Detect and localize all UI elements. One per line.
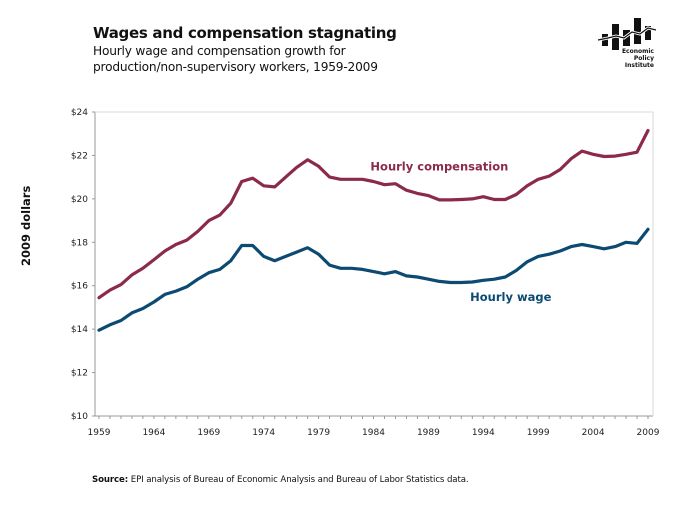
compensation-line xyxy=(97,128,650,300)
x-tick-label: 1979 xyxy=(307,428,330,438)
source-label: Source: xyxy=(92,475,129,485)
y-tick-label: $22 xyxy=(71,151,88,161)
ticks: $10 $12 $14 $16 $18 $20 $22 $24 1959 1964 1969 1974… xyxy=(71,108,660,438)
y-tick-label: $12 xyxy=(71,369,88,379)
epi-logo-icon xyxy=(598,18,657,50)
x-tick-label: 1974 xyxy=(252,428,275,438)
y-tick-label: $18 xyxy=(71,238,88,248)
logo-line: Policy xyxy=(633,55,654,62)
x-tick-label: 1999 xyxy=(527,428,550,438)
x-tick-label: 1984 xyxy=(362,428,385,438)
y-tick-label: $24 xyxy=(71,108,88,118)
logo-text: Economic Policy Institute xyxy=(616,48,654,69)
source-text: EPI analysis of Bureau of Economic Analy… xyxy=(128,475,469,485)
x-tick-label: 1994 xyxy=(472,428,495,438)
y-tick-label: $20 xyxy=(71,195,88,205)
wage-label: Hourly wage xyxy=(470,290,551,304)
annotations: Hourly compensation Hourly wage xyxy=(370,160,551,304)
x-tick-label: 1964 xyxy=(142,428,165,438)
source-note: Source: EPI analysis of Bureau of Econom… xyxy=(92,475,469,485)
y-tick-label: $16 xyxy=(71,282,88,292)
x-tick-label: 1989 xyxy=(417,428,440,438)
logo-line: Economic xyxy=(621,48,654,55)
chart-title: Wages and compensation stagnating xyxy=(93,24,397,42)
y-tick-label: $10 xyxy=(71,412,88,422)
x-tick-label: 2009 xyxy=(637,428,660,438)
x-tick-label: 1959 xyxy=(88,428,111,438)
wage-line xyxy=(97,227,650,332)
y-tick-label: $14 xyxy=(71,325,88,335)
x-tick-label: 2004 xyxy=(582,428,605,438)
chart-subtitle: Hourly wage and compensation growth for … xyxy=(93,44,378,74)
x-tick-label: 1969 xyxy=(197,428,220,438)
axes xyxy=(94,111,654,417)
compensation-label: Hourly compensation xyxy=(370,160,508,174)
logo-line: Institute xyxy=(624,62,654,69)
series-lines xyxy=(97,128,650,332)
